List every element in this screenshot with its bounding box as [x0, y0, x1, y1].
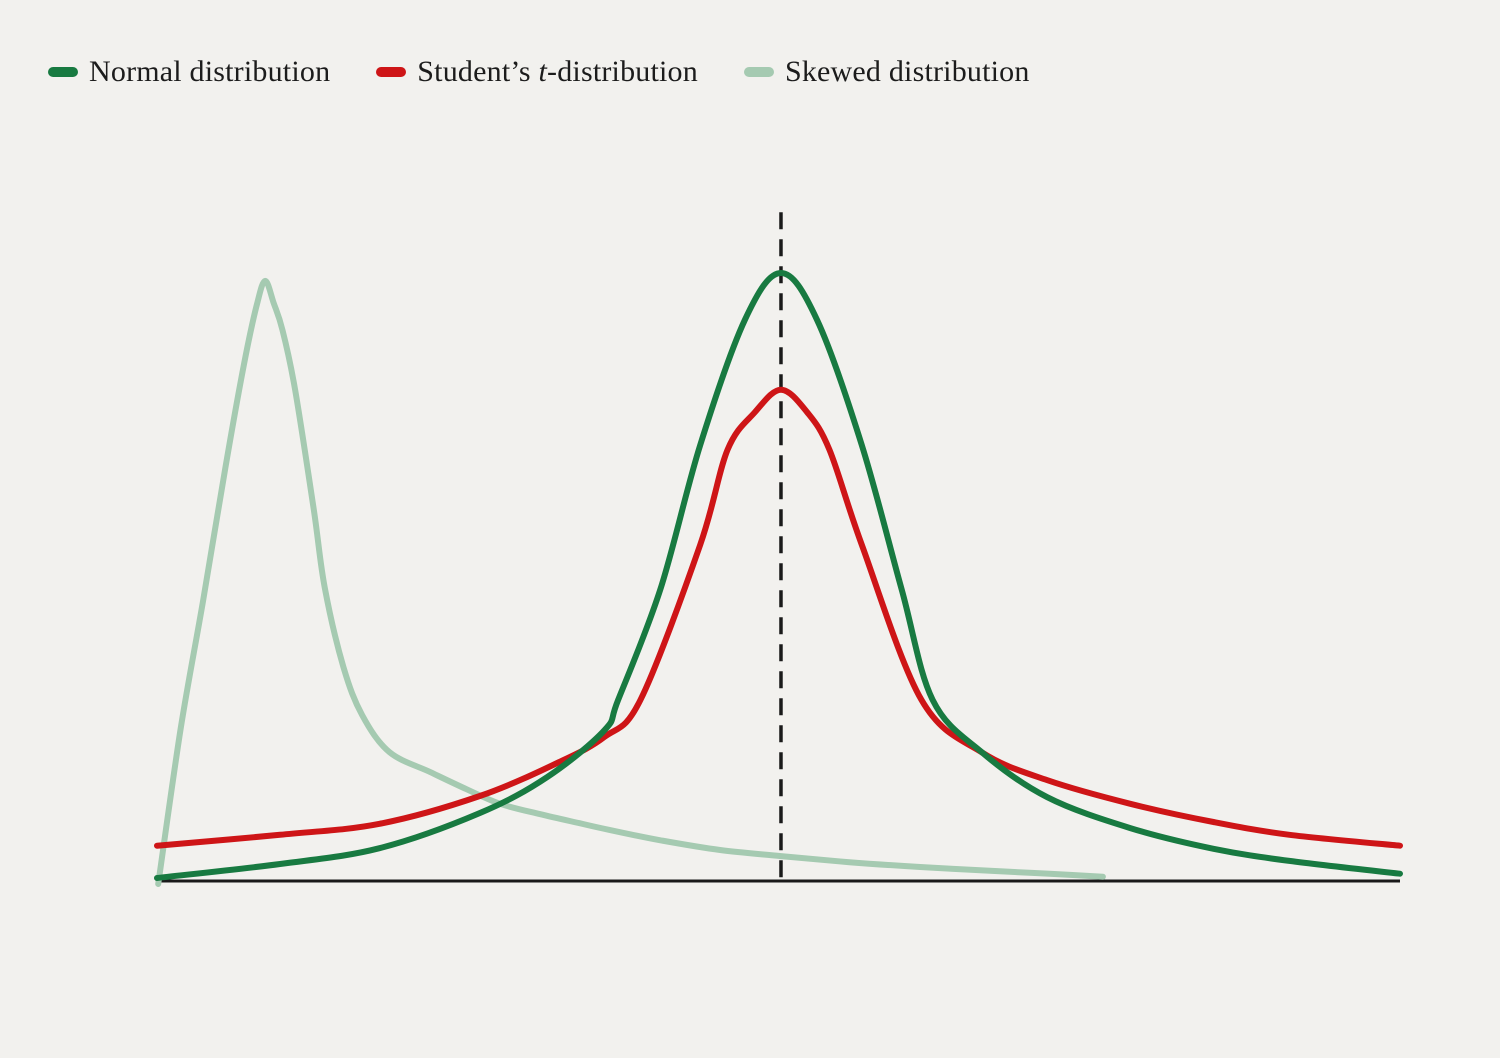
normal-legend-marker-icon [48, 67, 78, 77]
legend: Normal distribution Student’s t-distribu… [48, 54, 1030, 90]
normal-legend-label: Normal distribution [89, 55, 331, 88]
skewed-distribution-curve [155, 277, 1106, 887]
students-t-label-italic: t [538, 55, 548, 88]
curves-group [154, 270, 1403, 887]
students-t-legend-label: Student’s t-distribution [417, 54, 698, 90]
students-t-label-pre: Student’s [417, 55, 539, 88]
legend-item-skewed: Skewed distribution [743, 54, 1030, 90]
legend-item-students-t: Student’s t-distribution [376, 54, 698, 90]
skewed-legend-label: Skewed distribution [784, 55, 1030, 88]
legend-item-normal: Normal distribution [48, 54, 330, 90]
skewed-legend-marker-icon [743, 67, 774, 77]
students-t-label-post: -distribution [547, 55, 698, 88]
students-t-distribution-curve [154, 386, 1403, 849]
normal-distribution-curve [154, 270, 1403, 881]
students-t-legend-marker-icon [376, 67, 407, 77]
